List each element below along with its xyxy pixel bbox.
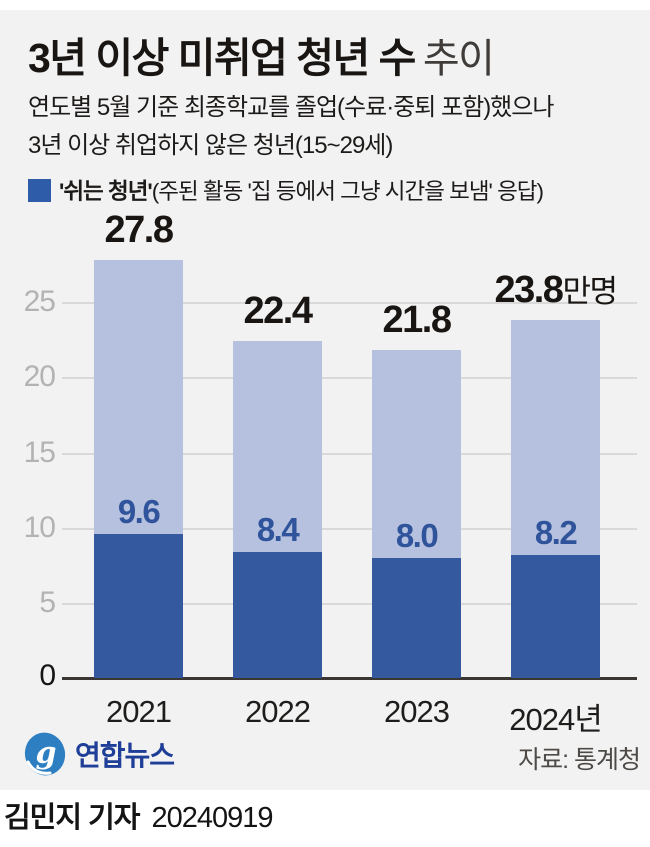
data-source: 자료: 통계청 bbox=[518, 746, 641, 774]
gridline-10 bbox=[62, 528, 637, 530]
title-main: 3년 이상 미취업 청년 수 bbox=[28, 35, 416, 81]
ytick-0: 0 bbox=[39, 659, 56, 692]
xtick-2022: 2022 bbox=[245, 694, 311, 729]
bar-resting-2021 bbox=[94, 533, 183, 678]
legend-swatch-icon bbox=[28, 178, 51, 202]
xtick-2021: 2021 bbox=[106, 694, 172, 729]
value-label-resting-2022: 8.4 bbox=[256, 510, 300, 548]
reporter-name: 김민지 기자 bbox=[4, 802, 140, 834]
legend-label-rest: (주된 활동 '집 등에서 그냥 시간을 보냄' 응답) bbox=[151, 179, 544, 204]
ytick-10: 10 bbox=[23, 511, 56, 544]
legend-label: '쉬는 청년'(주된 활동 '집 등에서 그냥 시간을 보냄' 응답) bbox=[59, 174, 544, 206]
yonhap-logo-icon: g bbox=[24, 732, 66, 776]
bar-resting-2023 bbox=[372, 557, 461, 678]
gridline-20 bbox=[62, 377, 637, 379]
subtitle-line-2: 3년 이상 취업하지 않은 청년(15~29세) bbox=[28, 132, 393, 159]
yonhap-logo-text: 연합뉴스 bbox=[75, 740, 175, 771]
value-label-resting-2023: 8.0 bbox=[395, 516, 439, 554]
ytick-20: 20 bbox=[23, 360, 56, 393]
value-label-resting-2021: 9.6 bbox=[117, 492, 161, 530]
publish-date: 20240919 bbox=[151, 802, 273, 834]
subtitle-line-1: 연도별 5월 기준 최종학교를 졸업(수료·중퇴 포함)했으나 bbox=[28, 94, 554, 121]
legend-label-bold: '쉬는 청년' bbox=[59, 179, 153, 204]
svg-text:g: g bbox=[36, 736, 57, 771]
ytick-5: 5 bbox=[39, 586, 56, 619]
gridline-15 bbox=[62, 453, 637, 455]
gridline-25 bbox=[62, 302, 637, 304]
value-label-total-2022: 22.4 bbox=[243, 290, 313, 333]
bar-resting-2024 bbox=[511, 554, 600, 678]
value-label-total-2023: 21.8 bbox=[382, 299, 452, 342]
title-suffix: 추이 bbox=[422, 37, 495, 81]
gridline-5 bbox=[62, 603, 637, 605]
x-axis-line bbox=[62, 677, 637, 680]
ytick-25: 25 bbox=[23, 285, 56, 318]
value-label-total-2024: 23.8만명 bbox=[494, 269, 618, 311]
byline: 김민지 기자 20240919 bbox=[4, 794, 274, 836]
xtick-2024: 2024년 bbox=[509, 702, 602, 737]
infographic-panel: 3년 이상 미취업 청년 수 추이 연도별 5월 기준 최종학교를 졸업(수료·중… bbox=[0, 10, 650, 790]
ytick-15: 15 bbox=[23, 436, 56, 469]
value-label-total-2021: 27.8 bbox=[104, 208, 174, 251]
page-title: 3년 이상 미취업 청년 수 추이 bbox=[28, 24, 495, 84]
legend: '쉬는 청년'(주된 활동 '집 등에서 그냥 시간을 보냄' 응답) bbox=[28, 174, 544, 206]
bar-resting-2022 bbox=[233, 551, 322, 678]
value-label-resting-2024: 8.2 bbox=[534, 513, 578, 551]
xtick-2023: 2023 bbox=[384, 694, 450, 729]
yonhap-logo: g 연합뉴스 bbox=[22, 730, 175, 778]
